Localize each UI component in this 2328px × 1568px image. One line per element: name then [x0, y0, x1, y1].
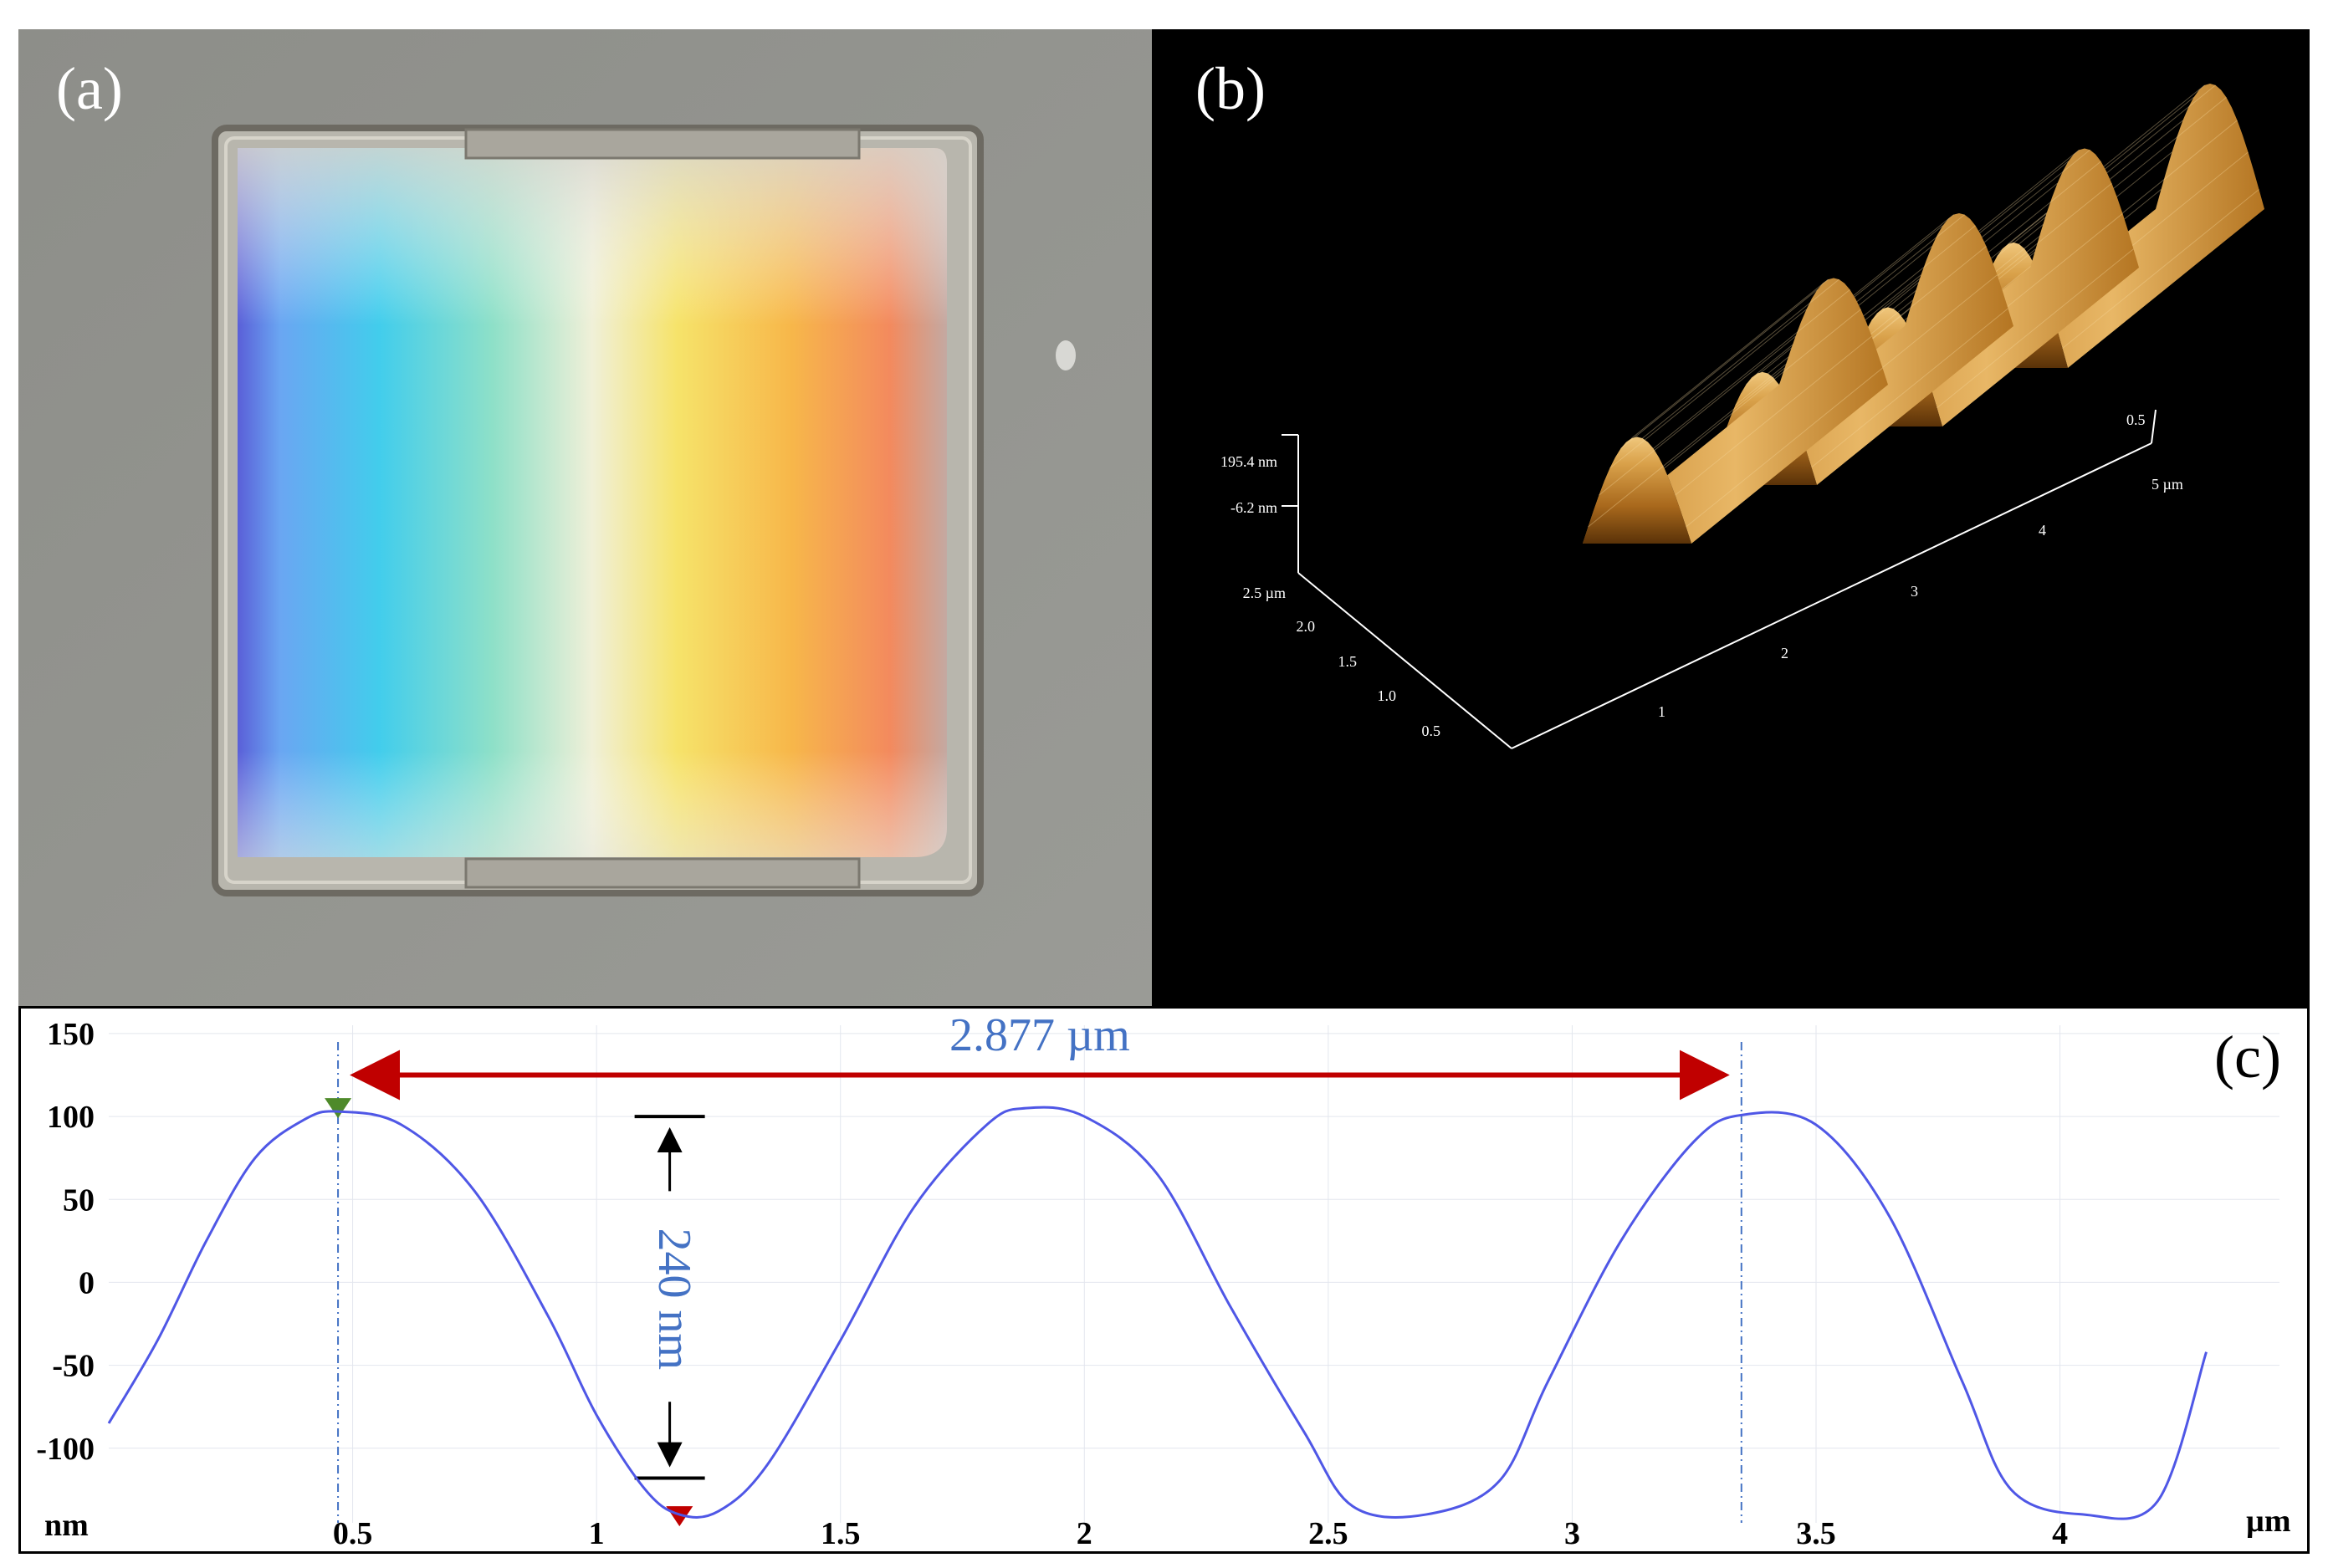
- afm-x-label: 3: [1911, 583, 1918, 600]
- y-tick-label: 150: [47, 1017, 95, 1052]
- y-tick-label: 100: [47, 1100, 95, 1135]
- afm-3d-plot: 195.4 nm -6.2 nm 2.5 µm 2.0 1.5 1.0 0.5 …: [1220, 84, 2264, 749]
- chart-y-ticks: 150 100 50 0 -50 -100: [36, 1017, 95, 1467]
- period-label: 2.877 µm: [949, 1009, 1130, 1061]
- grating-photo: [18, 29, 1152, 1006]
- x-tick-label: 0.5: [333, 1516, 373, 1551]
- afm-ridge-front: [1583, 437, 1691, 544]
- x-tick-label: 2.5: [1308, 1516, 1348, 1551]
- profile-chart-panel: 150 100 50 0 -50 -100 0.5 1 1.5 2 2.5 3 3.5 4 nm µm …: [18, 1006, 2310, 1554]
- y-tick-label: -50: [52, 1349, 95, 1384]
- chart-x-ticks: 0.5 1 1.5 2 2.5 3 3.5 4: [333, 1516, 2068, 1551]
- afm-y-label: 0.5: [1422, 723, 1441, 739]
- x-unit-label: µm: [2246, 1504, 2291, 1539]
- afm-x-label: 2: [1781, 645, 1788, 661]
- afm-3d-panel: 195.4 nm -6.2 nm 2.5 µm 2.0 1.5 1.0 0.5 …: [1152, 29, 2310, 1006]
- peak-marker: [325, 1098, 352, 1119]
- photo-panel: (a): [18, 29, 1152, 1006]
- chart-annotations: 2.877 µm 240 nm: [325, 1009, 1742, 1527]
- chart-gridlines: [109, 1025, 2279, 1523]
- x-tick-label: 1.5: [821, 1516, 861, 1551]
- panel-label-b: (b): [1195, 55, 1266, 122]
- panel-label-c: (c): [2214, 1024, 2281, 1090]
- afm-x-label: 5 µm: [2151, 476, 2183, 493]
- height-label: 240 nm: [648, 1228, 700, 1370]
- afm-y-label: 1.5: [1338, 653, 1358, 670]
- afm-ridges: [1583, 84, 2264, 544]
- x-tick-label: 4: [2052, 1516, 2068, 1551]
- y-unit-label: nm: [44, 1508, 89, 1543]
- y-tick-label: -100: [36, 1432, 95, 1467]
- afm-axes: [1282, 409, 2157, 749]
- afm-x-right-label: 0.5: [2126, 411, 2146, 428]
- afm-y-label: 1.0: [1378, 687, 1397, 704]
- afm-x-label: 1: [1658, 703, 1665, 720]
- afm-x-label: 4: [2039, 522, 2046, 539]
- panel-label-a: (a): [56, 55, 123, 122]
- afm-z-label-min: -6.2 nm: [1231, 499, 1277, 516]
- x-tick-label: 1: [589, 1516, 605, 1551]
- x-tick-label: 2: [1077, 1516, 1092, 1551]
- afm-y-label: 2.0: [1297, 618, 1316, 635]
- x-tick-label: 3.5: [1796, 1516, 1836, 1551]
- y-tick-label: 50: [63, 1182, 95, 1218]
- afm-y-label: 2.5 µm: [1243, 585, 1286, 601]
- x-tick-label: 3: [1564, 1516, 1580, 1551]
- profile-line: [107, 1106, 2208, 1520]
- afm-z-label-max: 195.4 nm: [1220, 453, 1277, 470]
- y-tick-label: 0: [79, 1265, 95, 1300]
